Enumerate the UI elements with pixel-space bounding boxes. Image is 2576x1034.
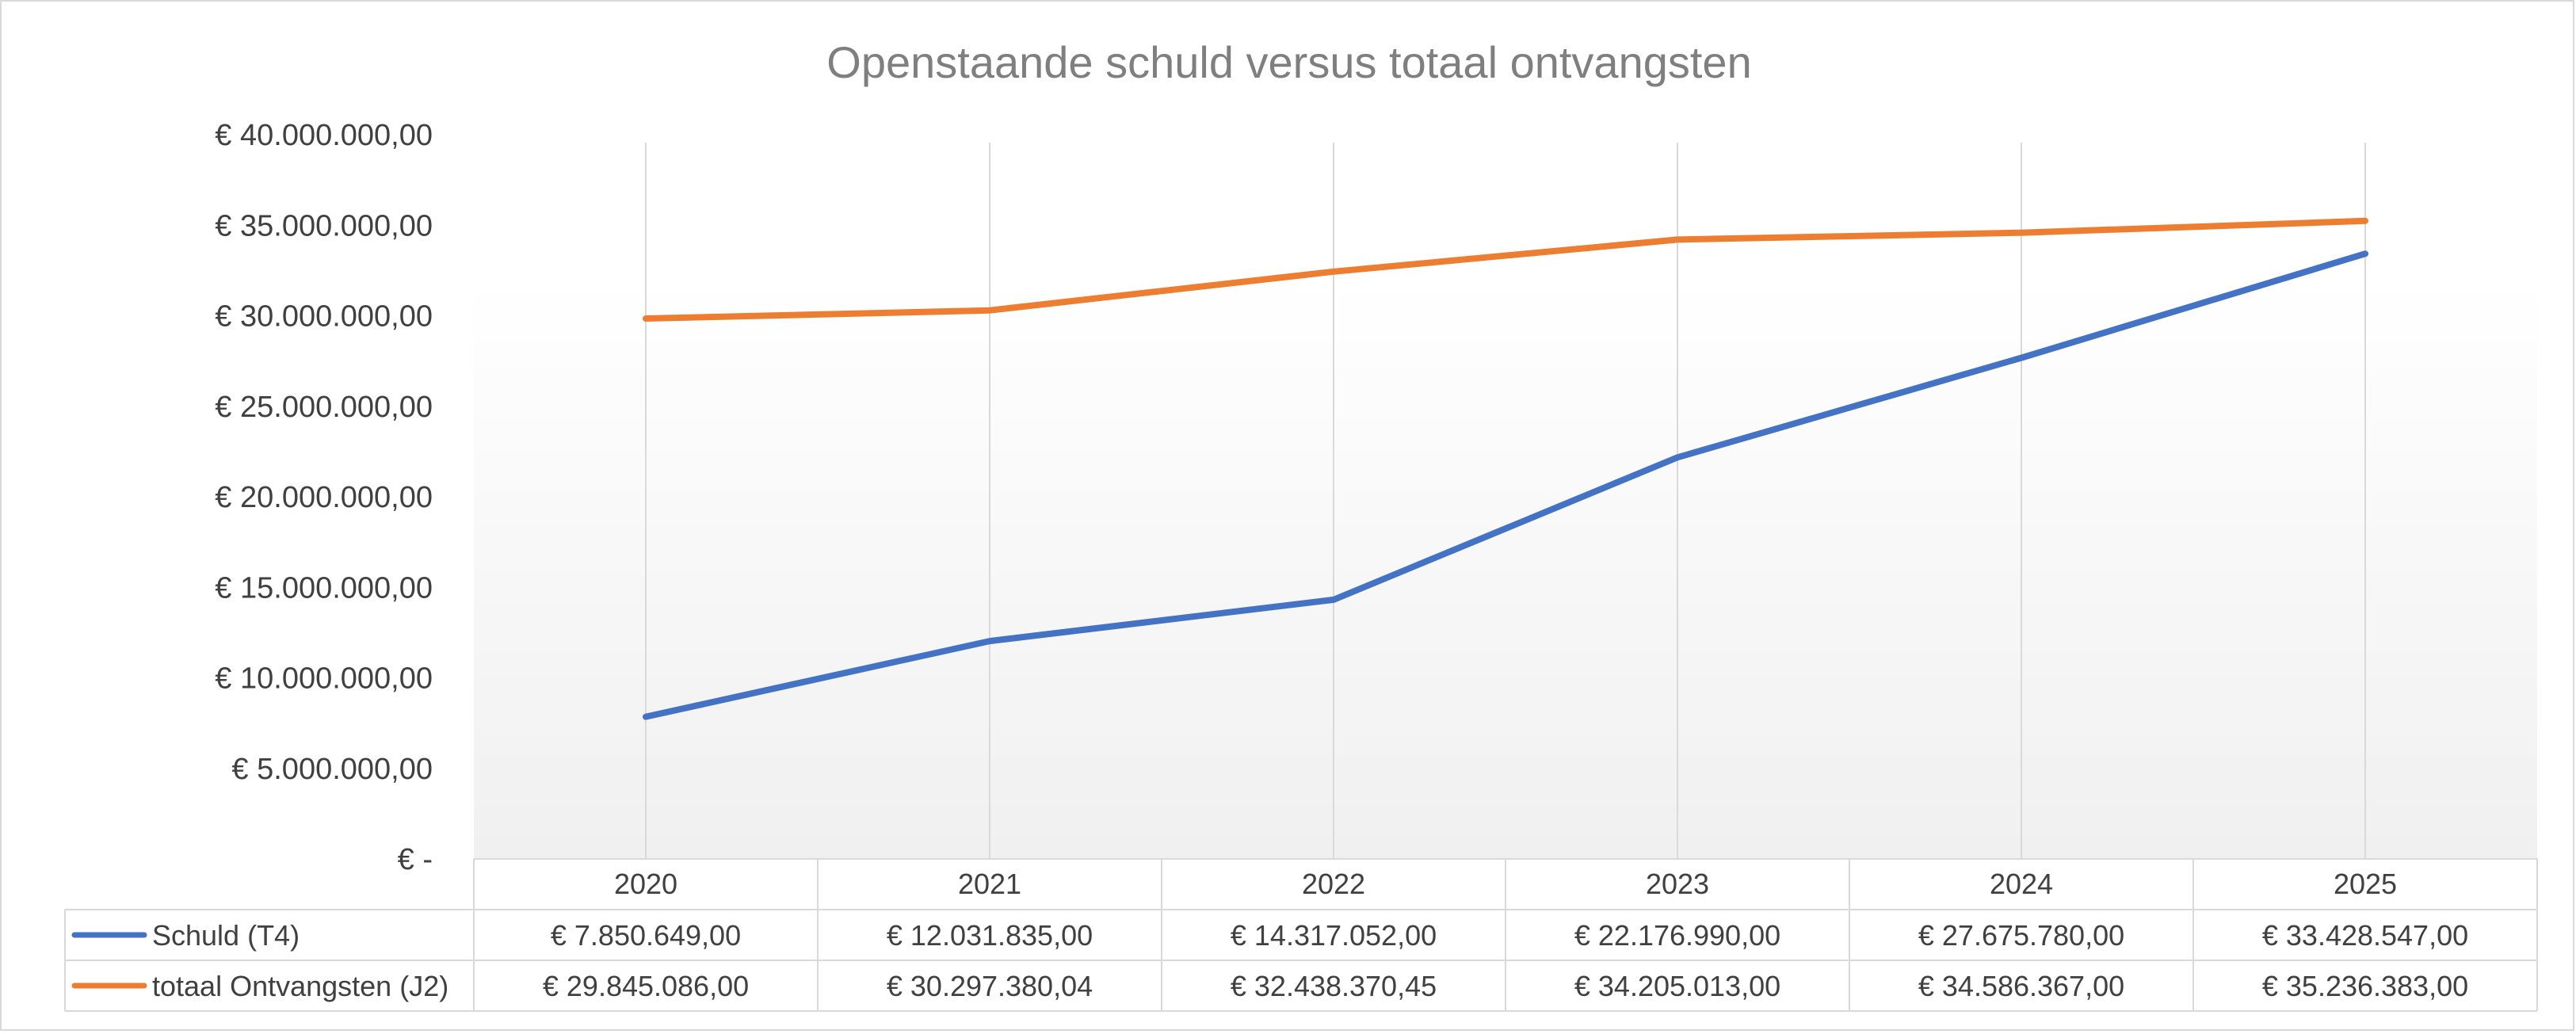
table-cell-value: € 34.205.013,00 [1574, 970, 1780, 1002]
data-table: 2020 2021 2022 2023 2024 2025 Schuld (T4) € 7.8… [64, 858, 2538, 1012]
table-cell-value: € 27.675.780,00 [1918, 919, 2124, 952]
plot-area-background [474, 135, 2537, 859]
table-cell-value: € 35.236.383,00 [2262, 970, 2468, 1002]
y-tick-label: € - [398, 843, 433, 876]
table-cell-value: € 32.438.370,45 [1231, 970, 1437, 1002]
y-tick-label: € 35.000.000,00 [215, 209, 433, 242]
y-tick-label: € 40.000.000,00 [215, 119, 433, 152]
x-tick-label: 2025 [2334, 868, 2397, 900]
x-tick-label: 2024 [1990, 868, 2053, 900]
series-line [643, 217, 2368, 322]
table-cell-value: € 29.845.086,00 [543, 970, 749, 1002]
table-cell-value: € 7.850.649,00 [551, 919, 741, 952]
legend-label: Schuld (T4) [152, 919, 300, 952]
series-lines [643, 217, 2368, 720]
y-axis: € - € 5.000.000,00 € 10.000.000,00 € 15.000… [215, 119, 433, 876]
legend-label: totaal Ontvangsten (J2) [152, 970, 448, 1002]
x-tick-label: 2023 [1646, 868, 1709, 900]
table-cell-value: € 33.428.547,00 [2262, 919, 2468, 952]
y-tick-label: € 30.000.000,00 [215, 300, 433, 334]
table-cell-value: € 12.031.835,00 [887, 919, 1093, 952]
table-cell-value: € 14.317.052,00 [1231, 919, 1437, 952]
gridlines [645, 143, 2366, 859]
y-tick-label: € 20.000.000,00 [215, 481, 433, 514]
table-cell-value: € 22.176.990,00 [1574, 919, 1780, 952]
y-tick-label: € 15.000.000,00 [215, 571, 433, 605]
table-cell-value: € 30.297.380,04 [887, 970, 1093, 1002]
chart-title: Openstaande schuld versus totaal ontvang… [826, 37, 1751, 87]
y-tick-label: € 10.000.000,00 [215, 662, 433, 696]
x-tick-label: 2021 [958, 868, 1021, 900]
y-tick-label: € 25.000.000,00 [215, 391, 433, 424]
x-tick-label: 2020 [614, 868, 677, 900]
series-line [643, 250, 2368, 720]
x-tick-label: 2022 [1302, 868, 1365, 900]
table-cell-value: € 34.586.367,00 [1918, 970, 2124, 1002]
y-tick-label: € 5.000.000,00 [231, 753, 433, 786]
